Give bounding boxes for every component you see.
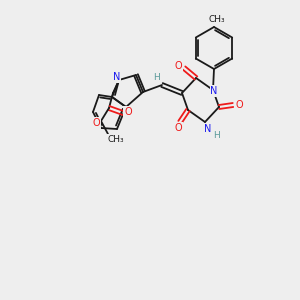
Text: O: O xyxy=(235,100,243,110)
Text: CH₃: CH₃ xyxy=(209,14,225,23)
Text: H: H xyxy=(153,73,159,82)
Text: N: N xyxy=(210,86,218,96)
Text: N: N xyxy=(204,124,212,134)
Text: O: O xyxy=(174,61,182,71)
Text: O: O xyxy=(124,107,132,117)
Text: N: N xyxy=(113,72,121,82)
Text: H: H xyxy=(213,131,219,140)
Text: CH₃: CH₃ xyxy=(108,134,124,143)
Text: O: O xyxy=(92,118,100,128)
Text: O: O xyxy=(174,123,182,133)
